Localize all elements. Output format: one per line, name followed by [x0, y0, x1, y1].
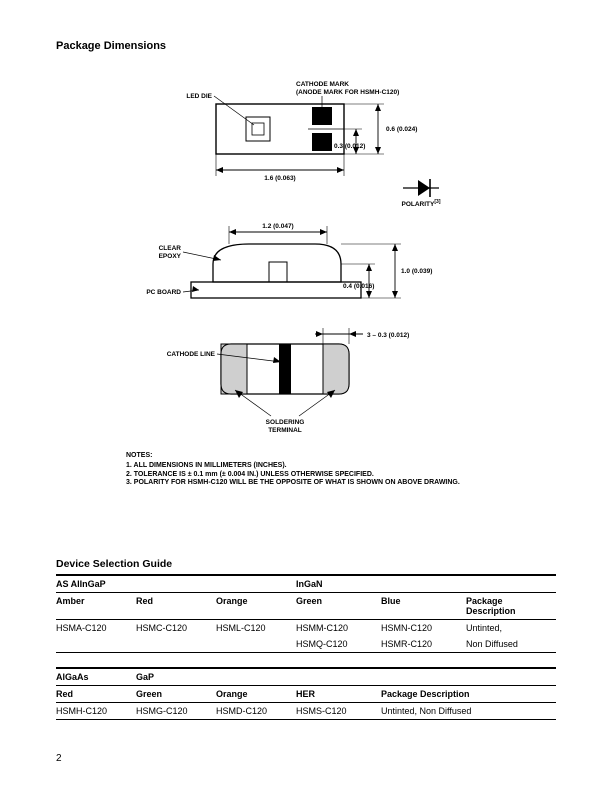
table-2: AlGaAs GaP Red Green Orange HER Package …	[56, 667, 556, 720]
section-title-selection: Device Selection Guide	[56, 558, 556, 570]
t1-group-b: InGaN	[296, 575, 556, 593]
dim-top-half: 0.3 (0.012)	[334, 143, 365, 150]
t1-c3: Green	[296, 593, 381, 620]
svg-text:0.3 (0.012): 0.3 (0.012)	[334, 143, 365, 150]
label-pc-board: PC BOARD	[146, 289, 181, 296]
svg-text:3 – 0.3 (0.012): 3 – 0.3 (0.012)	[367, 332, 409, 339]
svg-text:CATHODE MARK: CATHODE MARK	[296, 81, 349, 88]
t1-r1-5: Untinted,	[466, 620, 556, 637]
dim-bottom-edge: 3 – 0.3 (0.012)	[367, 332, 409, 339]
t1-c4: Blue	[381, 593, 466, 620]
svg-text:LED DIE: LED DIE	[186, 93, 212, 100]
label-polarity: POLARITY	[402, 201, 436, 208]
t1-r2-3: HSMQ-C120	[296, 636, 381, 653]
svg-text:CLEAREPOXY: CLEAREPOXY	[159, 245, 182, 260]
label-cathode-line: CATHODE LINE	[167, 351, 216, 358]
svg-text:(ANODE MARK FOR HSMH-C120): (ANODE MARK FOR HSMH-C120)	[296, 89, 399, 96]
note-1: 1. ALL DIMENSIONS IN MILLIMETERS (INCHES…	[126, 462, 556, 471]
svg-text:0.4 (0.016): 0.4 (0.016)	[343, 283, 374, 290]
t1-r2-2	[216, 636, 296, 653]
svg-text:POLARITY[3]: POLARITY[3]	[402, 199, 441, 208]
t1-r2-4: HSMR-C120	[381, 636, 466, 653]
dim-top-height: 0.6 (0.024)	[386, 126, 417, 133]
note-2: 2. TOLERANCE IS ± 0.1 mm (± 0.004 IN.) U…	[126, 471, 556, 480]
table-1: AS AlInGaP InGaN Amber Red Orange Green …	[56, 574, 556, 653]
svg-text:CATHODE LINE: CATHODE LINE	[167, 351, 216, 358]
t1-r2-1	[136, 636, 216, 653]
label-led-die: LED DIE	[186, 93, 212, 100]
svg-text:SOLDERINGTERMINAL: SOLDERINGTERMINAL	[266, 419, 305, 434]
t2-c0: Red	[56, 686, 136, 703]
label-clear-epoxy-2: EPOXY	[159, 253, 182, 260]
t1-r1-2: HSML-C120	[216, 620, 296, 637]
t1-r1-1: HSMC-C120	[136, 620, 216, 637]
t1-r2-0	[56, 636, 136, 653]
label-soldering-1: SOLDERING	[266, 419, 305, 426]
t2-r1-0: HSMH-C120	[56, 703, 136, 720]
notes-header: NOTES:	[126, 452, 556, 461]
label-clear-epoxy-1: CLEAR	[159, 245, 182, 252]
t2-group-a: AlGaAs	[56, 668, 136, 686]
t2-c1: Green	[136, 686, 216, 703]
note-3: 3. POLARITY FOR HSMH-C120 WILL BE THE OP…	[126, 479, 556, 488]
t1-r1-0: HSMA-C120	[56, 620, 136, 637]
package-diagram: LED DIE CATHODE MARK (ANODE MARK FOR HSM…	[121, 70, 491, 440]
dim-side-top: 1.2 (0.047)	[262, 223, 293, 230]
svg-text:PC BOARD: PC BOARD	[146, 289, 181, 296]
t1-c0: Amber	[56, 593, 136, 620]
svg-text:0.6 (0.024): 0.6 (0.024)	[386, 126, 417, 133]
t1-r2-5: Non Diffused	[466, 636, 556, 653]
dim-top-width: 1.6 (0.063)	[264, 175, 295, 182]
section-title-package: Package Dimensions	[56, 40, 556, 52]
dim-side-h: 1.0 (0.039)	[401, 268, 432, 275]
t2-r1-2: HSMD-C120	[216, 703, 296, 720]
page-number: 2	[56, 753, 62, 764]
t1-r1-3: HSMM-C120	[296, 620, 381, 637]
t2-r1-1: HSMG-C120	[136, 703, 216, 720]
label-cathode-mark-2: (ANODE MARK FOR HSMH-C120)	[296, 89, 399, 96]
label-cathode-mark-1: CATHODE MARK	[296, 81, 349, 88]
t2-c2: Orange	[216, 686, 296, 703]
label-soldering-2: TERMINAL	[268, 427, 302, 434]
t1-c1: Red	[136, 593, 216, 620]
svg-text:1.0 (0.039): 1.0 (0.039)	[401, 268, 432, 275]
t2-r1-3: HSMS-C120	[296, 703, 381, 720]
t1-c2: Orange	[216, 593, 296, 620]
notes-block: NOTES: 1. ALL DIMENSIONS IN MILLIMETERS …	[126, 452, 556, 488]
t2-c3: HER	[296, 686, 381, 703]
t1-c5: Package Description	[466, 593, 556, 620]
t2-r1-4: Untinted, Non Diffused	[381, 703, 556, 720]
t1-group-a: AS AlInGaP	[56, 575, 296, 593]
svg-text:1.6 (0.063): 1.6 (0.063)	[264, 175, 295, 182]
dim-side-step: 0.4 (0.016)	[343, 283, 374, 290]
svg-text:1.2 (0.047): 1.2 (0.047)	[262, 223, 293, 230]
t2-group-b: GaP	[136, 668, 556, 686]
label-polarity-sup: [3]	[434, 199, 440, 205]
t1-r1-4: HSMN-C120	[381, 620, 466, 637]
t2-c4: Package Description	[381, 686, 556, 703]
